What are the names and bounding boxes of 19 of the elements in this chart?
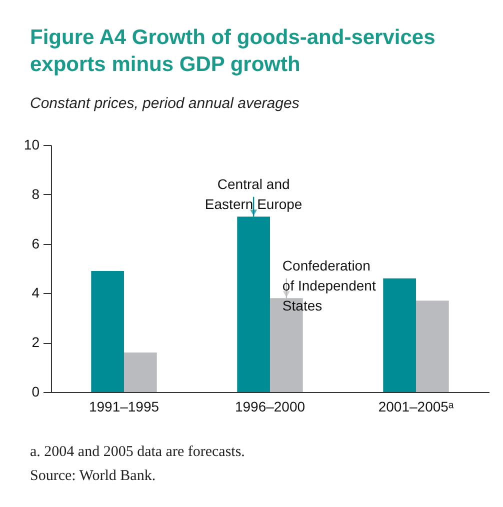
x-tick-label: 1991–1995	[88, 398, 160, 414]
chart-subtitle: Constant prices, period annual averages	[30, 95, 300, 112]
y-tick-label: 2	[32, 334, 40, 350]
y-tick-label: 6	[32, 235, 40, 252]
y-tick-label: 8	[32, 186, 40, 202]
annotation: Central and Eastern Europe	[204, 176, 302, 212]
y-tick-label: 4	[32, 284, 40, 301]
x-tick-label: 2001–2005ᵃ	[378, 398, 454, 414]
x-tick-label: 1996–2000	[234, 398, 306, 414]
chart-title: Figure A4 Growth of goods-and-services exports minus GDP growth	[30, 25, 436, 78]
y-tick-label: 0	[32, 384, 40, 400]
bar	[416, 300, 449, 392]
source-note: Source: World Bank.	[30, 467, 157, 486]
text: a. 2004 and 2005 data are forecasts.	[30, 443, 245, 462]
bar	[383, 278, 416, 392]
y-tick-label: 10	[24, 136, 40, 152]
annotation: Confederation of Independent States	[282, 257, 376, 314]
bar	[91, 270, 124, 392]
bar	[124, 352, 157, 392]
